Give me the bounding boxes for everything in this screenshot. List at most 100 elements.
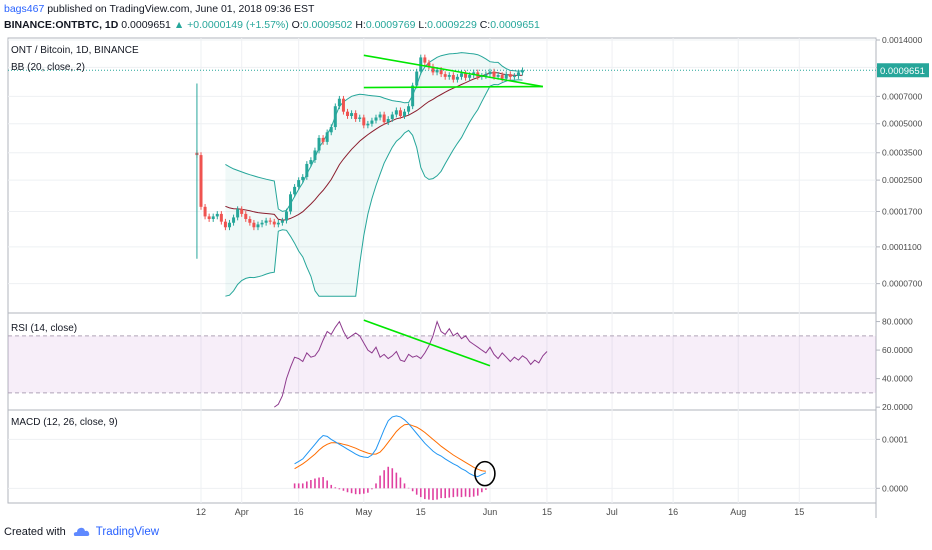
candle bbox=[284, 208, 288, 224]
open-label: O: bbox=[291, 19, 303, 31]
candle-body bbox=[362, 117, 366, 126]
candle-body bbox=[431, 66, 435, 73]
candle bbox=[455, 74, 459, 83]
x-tick-label: Jun bbox=[483, 507, 498, 517]
candle-body bbox=[488, 71, 492, 75]
candle bbox=[508, 71, 512, 80]
candle bbox=[236, 206, 240, 221]
candle-body bbox=[264, 220, 268, 223]
footer: Created with TradingView bbox=[4, 526, 159, 538]
candle bbox=[256, 221, 260, 231]
candle bbox=[386, 116, 390, 126]
candle-body bbox=[256, 224, 260, 228]
candle bbox=[317, 135, 321, 154]
candle-body bbox=[227, 222, 231, 228]
macd-tick-label: 0.0001 bbox=[882, 434, 908, 444]
candle-body bbox=[512, 75, 516, 77]
candle-body bbox=[309, 160, 313, 164]
candle bbox=[354, 110, 358, 122]
last-price-tag: 0.0009651 bbox=[877, 63, 929, 78]
bb-indicator-label: BB (20, close, 2) bbox=[11, 62, 85, 73]
x-tick-label: May bbox=[355, 507, 373, 517]
candle bbox=[333, 103, 337, 130]
candle-body bbox=[215, 213, 219, 217]
high-value: 0.0009769 bbox=[365, 19, 416, 31]
candle bbox=[301, 174, 305, 184]
x-tick-label: Jul bbox=[606, 507, 618, 517]
price-tick-label: 0.0005000 bbox=[882, 119, 922, 129]
candle bbox=[358, 114, 362, 122]
candle-body bbox=[500, 75, 504, 79]
candle bbox=[350, 110, 354, 119]
open-value: 0.0009502 bbox=[302, 19, 353, 31]
candle bbox=[484, 71, 488, 79]
price-tick-label: 0.0003500 bbox=[882, 148, 922, 158]
candle-body bbox=[232, 217, 236, 223]
candle bbox=[374, 114, 378, 124]
candle-body bbox=[468, 75, 472, 78]
candle-body bbox=[508, 74, 512, 77]
candle-body bbox=[280, 220, 284, 223]
candle-body bbox=[504, 74, 508, 79]
rsi-band-fill bbox=[8, 335, 876, 393]
candle-body bbox=[496, 75, 500, 77]
candle-body bbox=[219, 213, 223, 222]
candle-body bbox=[293, 186, 297, 195]
tradingview-brand-link[interactable]: TradingView bbox=[95, 526, 160, 538]
rsi-trendline bbox=[363, 319, 491, 367]
candle bbox=[423, 54, 427, 66]
candle bbox=[293, 184, 297, 198]
x-tick-label: Aug bbox=[730, 507, 746, 517]
candle-body bbox=[451, 75, 455, 80]
bb-lower-line bbox=[225, 79, 523, 297]
author-link[interactable]: bags467 bbox=[4, 3, 45, 15]
candle bbox=[521, 67, 525, 76]
macd-tick-label: 0.0000 bbox=[882, 483, 908, 493]
candle-body bbox=[447, 75, 451, 77]
candle bbox=[337, 95, 341, 110]
candle-body bbox=[439, 69, 443, 75]
crossover-circle-annotation bbox=[474, 460, 496, 487]
trendline-lower bbox=[363, 85, 543, 89]
candle-body bbox=[516, 72, 520, 76]
x-tick-label: Apr bbox=[235, 507, 249, 517]
bb-band-fill bbox=[225, 52, 523, 297]
candle bbox=[297, 177, 301, 190]
candle-body bbox=[411, 85, 415, 107]
candle-body bbox=[394, 110, 398, 115]
candle bbox=[325, 129, 329, 145]
candle bbox=[227, 219, 231, 231]
candle-body bbox=[350, 113, 354, 116]
candle-body bbox=[415, 71, 419, 86]
rsi-pane-title: RSI (14, close) bbox=[11, 323, 77, 334]
candle bbox=[223, 218, 227, 231]
candle-body bbox=[374, 117, 378, 121]
bb-upper-line bbox=[225, 52, 523, 212]
price-tick-label: 0.0000700 bbox=[882, 279, 922, 289]
candle-body bbox=[403, 111, 406, 116]
candle bbox=[488, 68, 492, 78]
candle-body bbox=[423, 57, 427, 63]
candle bbox=[232, 214, 236, 226]
candle bbox=[394, 107, 398, 118]
candle bbox=[415, 68, 419, 89]
price-tick-label: 0.0007000 bbox=[882, 91, 922, 101]
trendline-upper bbox=[363, 54, 544, 88]
tradingview-cloud-icon bbox=[73, 527, 90, 536]
candle bbox=[207, 213, 211, 222]
candle-body bbox=[297, 180, 301, 187]
last-value: 0.0009651 bbox=[121, 19, 171, 31]
candle-body bbox=[337, 98, 341, 107]
candle bbox=[309, 157, 313, 167]
candle-body bbox=[211, 216, 215, 219]
candle-body bbox=[341, 98, 345, 112]
candle bbox=[260, 219, 264, 228]
candle bbox=[378, 111, 382, 121]
price-tick-label: 0.0002500 bbox=[882, 175, 922, 185]
price-tick-label: 0.0001700 bbox=[882, 206, 922, 216]
candle-body bbox=[223, 221, 227, 228]
candle-body bbox=[276, 222, 280, 225]
candle-body bbox=[366, 123, 370, 126]
candle bbox=[398, 107, 402, 119]
